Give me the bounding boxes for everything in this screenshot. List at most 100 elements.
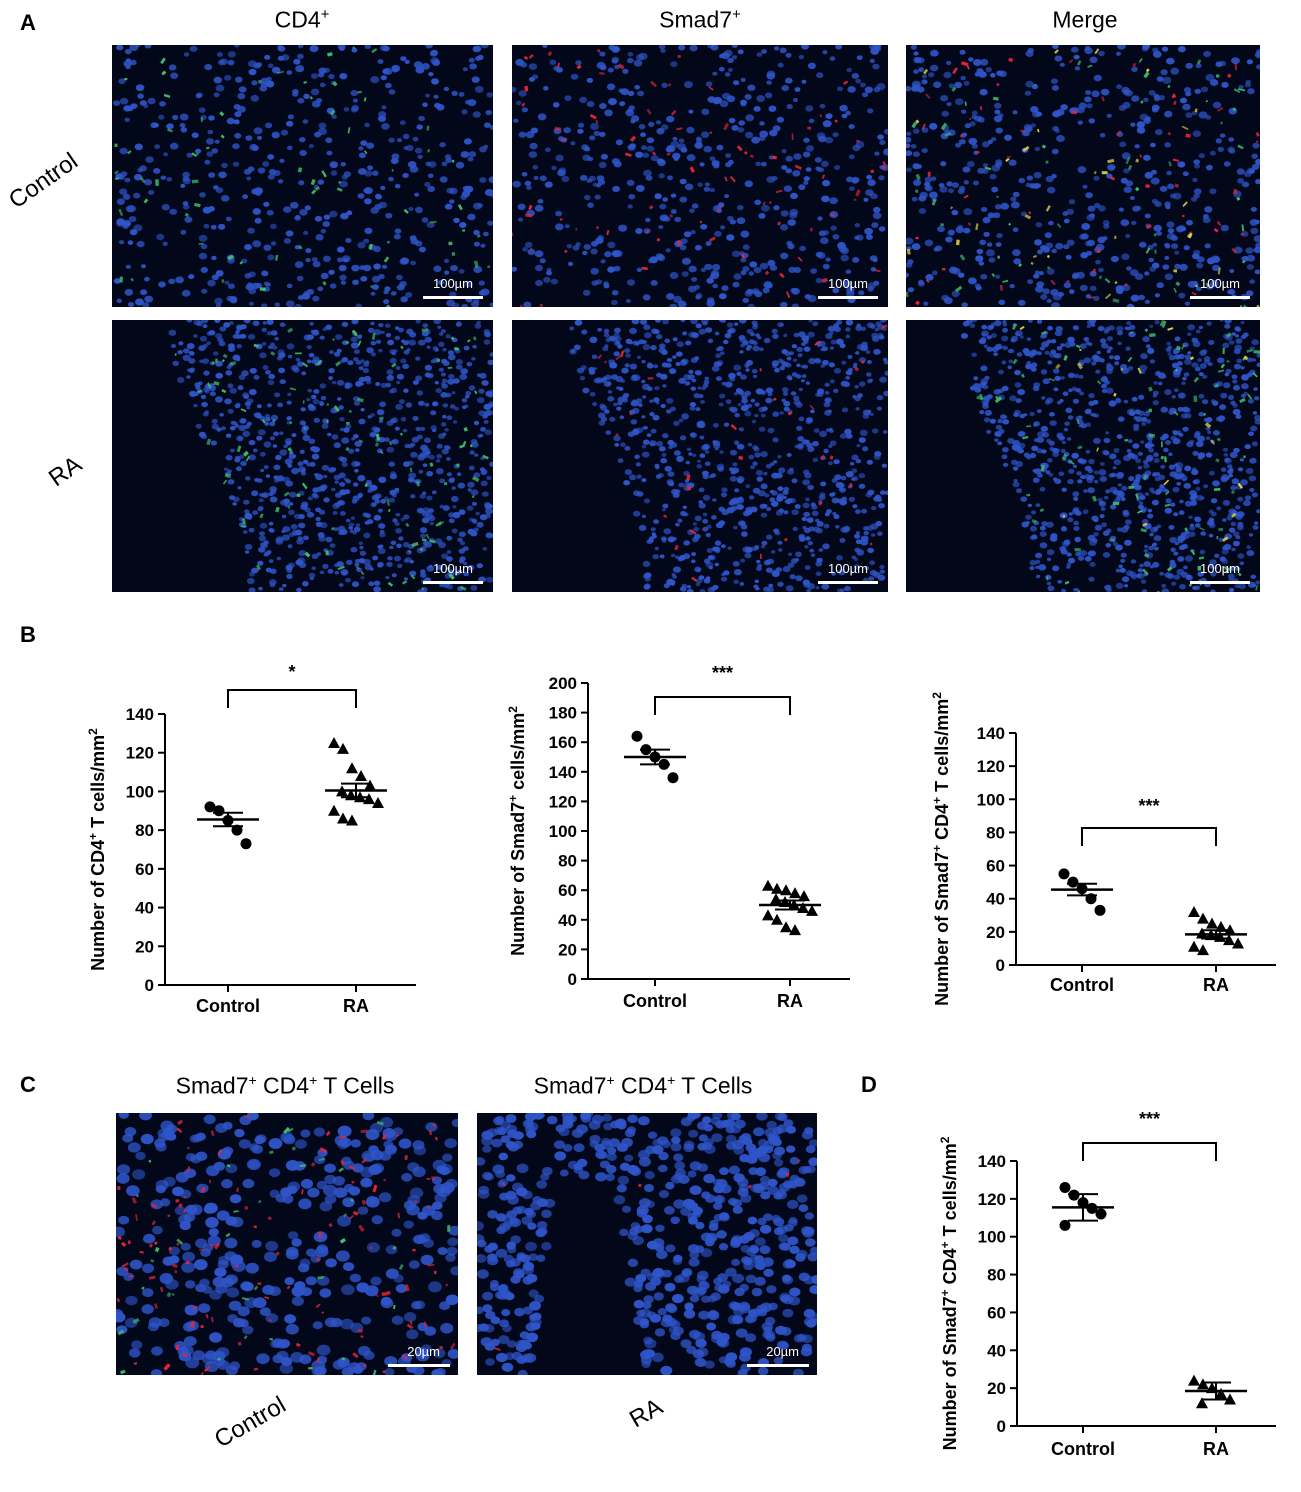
scale-bar-label: 100µm: [1199, 561, 1240, 576]
significance-bracket: [227, 689, 357, 708]
y-tick-label: 20: [135, 937, 154, 956]
x-category-label: RA: [343, 996, 369, 1016]
data-point: [372, 797, 384, 809]
y-tick-label: 80: [558, 852, 577, 871]
micrograph-texture: [512, 45, 888, 307]
x-category-label: RA: [1203, 1439, 1229, 1459]
scale-bar-label: 20µm: [766, 1344, 799, 1359]
significance-bracket: [1081, 827, 1217, 846]
y-tick-label: 60: [986, 857, 1005, 876]
data-point: [771, 882, 783, 894]
row-label-ra: RA: [44, 450, 87, 493]
y-tick-label: 60: [558, 881, 577, 900]
y-axis-label: Number of Smad7+ cells/mm2: [506, 706, 528, 956]
panel-c-label-ra: RA: [625, 1393, 668, 1434]
y-tick-label: 100: [977, 790, 1005, 809]
y-tick-label: 20: [558, 940, 577, 959]
micrograph-c-ra: 20µm: [477, 1113, 817, 1375]
data-point: [1223, 934, 1235, 946]
chart-smad7-cd4-t-cells-d: 0 20 40 60 80 100 120 140 Control RA Number of Sma…: [938, 1109, 1276, 1459]
y-tick-label: 200: [549, 674, 577, 693]
panel-c-label-control: Control: [210, 1391, 291, 1454]
data-point: [762, 879, 774, 891]
y-tick-label: 80: [135, 821, 154, 840]
data-point: [780, 884, 792, 896]
micrograph-c-control: 20µm: [116, 1113, 458, 1375]
significance-label: ***: [712, 663, 733, 683]
data-point: [1095, 1208, 1107, 1220]
x-category-label: Control: [196, 996, 260, 1016]
data-point: [1094, 904, 1106, 916]
scale-bar-label: 100µm: [827, 276, 868, 291]
column-title-merge: Merge: [1052, 6, 1118, 33]
y-tick-label: 80: [987, 1266, 1006, 1285]
micrograph-texture: [113, 45, 493, 307]
data-point: [1188, 905, 1200, 917]
panel-letter-b: B: [20, 622, 36, 647]
panel-letter-c: C: [20, 1072, 36, 1097]
panel-c-title-control: Smad7+ CD4+ T Cells: [175, 1072, 395, 1099]
data-point: [771, 913, 783, 925]
data-point: [1197, 912, 1209, 924]
y-tick-label: 180: [549, 704, 577, 723]
data-point: [770, 893, 782, 905]
significance-label: ***: [1138, 796, 1159, 816]
data-point: [789, 887, 801, 899]
significance-label: *: [288, 662, 295, 682]
data-point: [355, 769, 367, 781]
y-tick-label: 40: [558, 911, 577, 930]
scale-bar-label: 100µm: [1199, 276, 1240, 291]
data-point: [328, 804, 340, 816]
y-tick-label: 60: [135, 860, 154, 879]
data-point: [346, 814, 358, 826]
chart-cd4-t-cells: 0 20 40 60 80 100 120 140 Control RA Number of CD4…: [86, 662, 416, 1016]
x-category-label: RA: [777, 991, 803, 1011]
scale-bar-label: 100µm: [432, 561, 473, 576]
panel-letter-d: D: [861, 1072, 877, 1097]
y-tick-label: 140: [126, 705, 154, 724]
y-tick-label: 20: [986, 923, 1005, 942]
panel-letter-a: A: [20, 10, 36, 35]
scale-bar: [1190, 296, 1250, 299]
data-point: [1058, 868, 1070, 880]
data-point: [1215, 1387, 1227, 1399]
data-point: [1067, 876, 1079, 888]
micrograph-ra-smad7: 100µm: [512, 320, 888, 592]
x-category-label: RA: [1203, 975, 1229, 995]
micrograph-texture: [569, 320, 888, 592]
micrograph-ra-merge: 100µm: [906, 320, 1260, 592]
y-tick-label: 0: [997, 1417, 1006, 1436]
data-point: [806, 904, 818, 916]
data-point: [346, 762, 358, 774]
scale-bar-label: 20µm: [407, 1344, 440, 1359]
data-point: [667, 772, 679, 784]
y-tick-label: 140: [978, 1152, 1006, 1171]
y-tick-label: 100: [549, 822, 577, 841]
panel-c-title-ra: Smad7+ CD4+ T Cells: [533, 1072, 753, 1099]
data-point: [337, 742, 349, 754]
x-category-label: Control: [623, 991, 687, 1011]
y-tick-label: 0: [145, 976, 154, 995]
row-label-control: Control: [4, 147, 83, 215]
data-point: [364, 779, 376, 791]
column-title-smad7: Smad7+: [659, 6, 741, 33]
data-point: [240, 838, 252, 850]
scale-bar: [818, 581, 878, 584]
y-tick-label: 40: [986, 890, 1005, 909]
y-tick-label: 100: [978, 1228, 1006, 1247]
x-category-label: Control: [1051, 1439, 1115, 1459]
y-tick-label: 100: [126, 782, 154, 801]
micrograph-texture: [906, 45, 1260, 307]
chart-smad7-cells: 0 20 40 60 80 100 120 140 160 180 200 Control RA Numb…: [506, 663, 850, 1011]
scale-bar: [1190, 581, 1250, 584]
y-axis-label: Number of Smad7+ CD4+ T cells/mm2: [930, 692, 952, 1006]
data-point: [797, 901, 809, 913]
data-point: [1188, 940, 1200, 952]
y-tick-label: 40: [135, 899, 154, 918]
scale-bar-label: 100µm: [827, 561, 868, 576]
y-tick-label: 160: [549, 733, 577, 752]
micrograph-ra-cd4: 100µm: [112, 320, 493, 592]
y-tick-label: 40: [987, 1341, 1006, 1360]
data-point: [1197, 944, 1209, 956]
y-tick-label: 0: [568, 970, 577, 989]
